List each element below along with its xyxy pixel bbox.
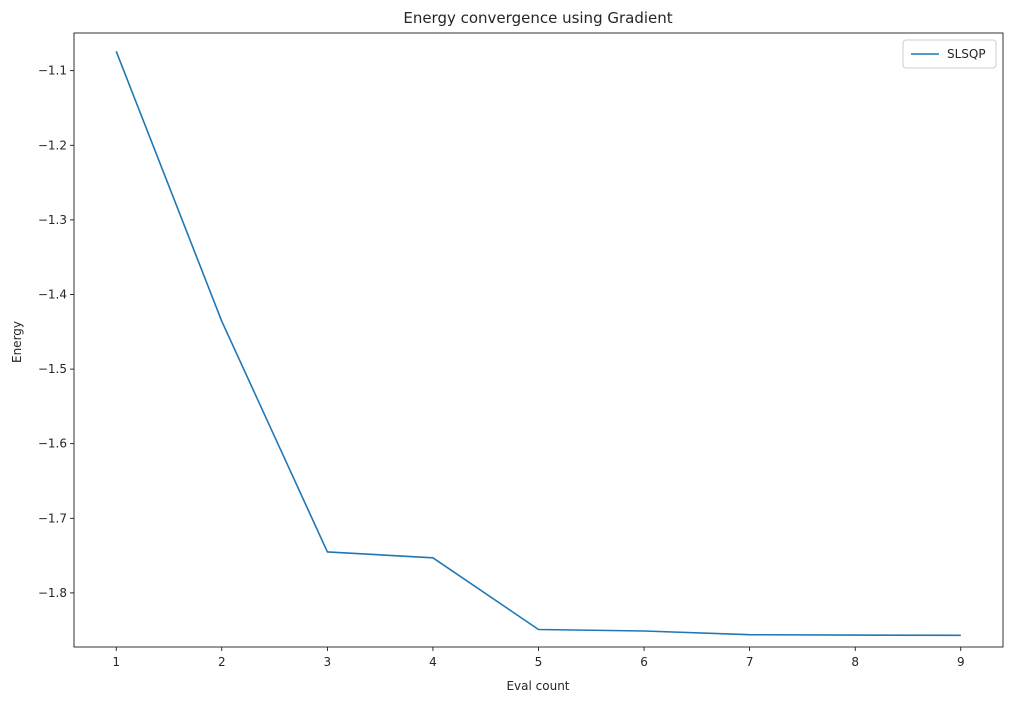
x-tick-label: 9 — [957, 655, 965, 669]
y-tick-label: −1.6 — [38, 437, 67, 451]
plot-area: 1 2 3 4 5 6 7 8 9 −1.8 −1.7 −1.6 −1.5 −1.4 −1.3 −1.2 −1.… — [38, 32, 1004, 669]
chart-title: Energy convergence using Gradient — [403, 9, 672, 27]
y-tick-label: −1.7 — [38, 511, 67, 525]
plot-frame — [73, 32, 1004, 648]
x-axis-label: Eval count — [506, 679, 569, 693]
x-tick-label: 6 — [640, 655, 648, 669]
legend-label: SLSQP — [947, 47, 986, 61]
x-tick-label: 5 — [535, 655, 543, 669]
y-tick-label: −1.5 — [38, 362, 67, 376]
y-tick-label: −1.1 — [38, 64, 67, 78]
y-tick-label: −1.3 — [38, 213, 67, 227]
x-tick-label: 1 — [112, 655, 120, 669]
y-tick-label: −1.4 — [38, 287, 67, 301]
y-tick-label: −1.2 — [38, 138, 67, 152]
legend: SLSQP — [902, 39, 997, 69]
x-tick-label: 4 — [429, 655, 437, 669]
x-tick-label: 7 — [746, 655, 754, 669]
x-tick-label: 2 — [218, 655, 226, 669]
x-tick-label: 8 — [851, 655, 859, 669]
x-tick-label: 3 — [324, 655, 332, 669]
legend-box — [902, 39, 997, 69]
y-tick-label: −1.8 — [38, 586, 67, 600]
series-line-slsqp — [115, 51, 961, 637]
y-axis-label: Energy — [10, 321, 24, 363]
